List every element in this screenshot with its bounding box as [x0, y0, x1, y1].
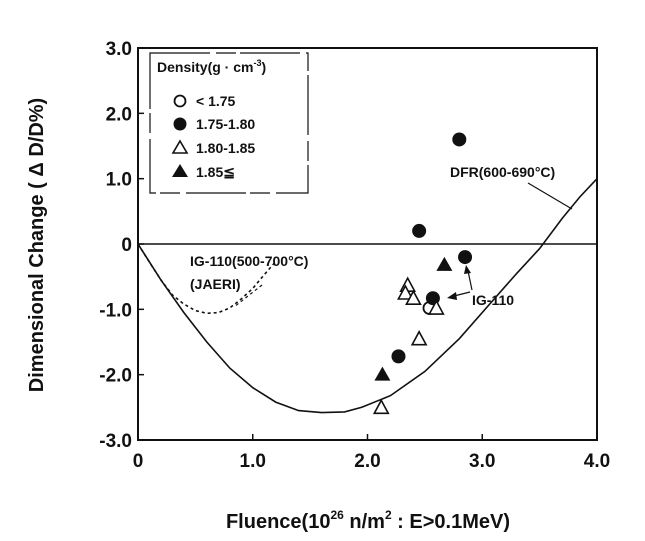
- legend-filled-circle-marker: [173, 117, 187, 131]
- x-axis-title-end: : E>0.1MeV): [392, 511, 510, 533]
- legend: Density(g · cm-3) < 1.75 1.75-1.80 1.80-…: [149, 52, 309, 194]
- ig110-point-arrowhead-1: [447, 292, 457, 300]
- legend-entry-2: 1.75-1.80: [196, 116, 255, 132]
- y-tick-label: -2.0: [99, 366, 132, 387]
- annotations: DFR(600-690°C) IG-110(500-700°C) (JAERI)…: [190, 164, 573, 308]
- x-tick-label: 3.0: [469, 451, 495, 472]
- y-tick-label: 1.0: [106, 170, 132, 191]
- open-triangle-point: [405, 289, 422, 306]
- x-tick-label: 4.0: [584, 451, 610, 472]
- legend-entry-4: 1.85≦: [196, 164, 235, 180]
- filled-circle-point: [412, 223, 427, 238]
- y-tick-label: 2.0: [106, 104, 132, 125]
- ig110-point-leader-2: [467, 270, 473, 291]
- y-axis-title: Dimensional Change ( Δ D/D%): [26, 98, 48, 392]
- filled-triangle-point: [374, 366, 391, 381]
- ig110-point-leader-1: [453, 291, 471, 297]
- x-tick-label: 2.0: [354, 451, 380, 472]
- dfr-leader-line: [527, 182, 573, 210]
- legend-open-circle-marker: [173, 94, 187, 108]
- filled-triangle-point: [436, 256, 453, 271]
- ig110-point-arrowhead-2: [464, 265, 471, 274]
- filled-circle-point: [452, 132, 467, 147]
- filled-circle-point: [391, 349, 406, 364]
- y-tick-label: -1.0: [99, 300, 132, 321]
- x-axis-title-main: Fluence(10: [226, 511, 330, 533]
- y-tick-label: 0: [121, 235, 132, 256]
- x-axis-title-sup2: 2: [385, 508, 392, 522]
- x-axis-title-sup: 26: [330, 508, 344, 522]
- open-triangle-point: [372, 398, 390, 415]
- ig110-jaeri-curve: [137, 243, 277, 315]
- dfr-curve: [137, 178, 598, 414]
- legend-title-main: Density(g · cm: [157, 59, 253, 75]
- tick-labels: 0 1.0 2.0 3.0 4.0 3.0 2.0 1.0 0 -1.0 -2.0 -3.0: [99, 39, 610, 472]
- x-axis-title: Fluence(1026 n/m2 : E>0.1MeV): [226, 508, 510, 533]
- y-tick-label: 3.0: [106, 39, 132, 60]
- x-axis-title-rest: n/m: [344, 511, 385, 533]
- ig110-curve-label-line1: IG-110(500-700°C): [190, 253, 308, 269]
- curves: [137, 178, 598, 414]
- x-tick-label: 0: [133, 451, 144, 472]
- legend-title: Density(g · cm-3): [157, 58, 266, 75]
- open-triangle-point: [428, 299, 445, 315]
- y-tick-label: -3.0: [99, 431, 132, 452]
- legend-box: [149, 52, 309, 194]
- ig110-point-label: IG-110: [472, 292, 514, 308]
- legend-title-end: ): [261, 59, 266, 75]
- legend-open-triangle-marker: [171, 139, 189, 154]
- data-points: [372, 132, 473, 415]
- filled-circle-point: [458, 250, 473, 265]
- open-triangle-point: [397, 284, 414, 300]
- open-triangle-point: [410, 330, 428, 346]
- x-tick-label: 1.0: [240, 451, 266, 472]
- ig110-curve-label-line2: (JAERI): [190, 276, 241, 292]
- dfr-curve-label: DFR(600-690°C): [450, 164, 555, 180]
- legend-filled-triangle-marker: [172, 164, 188, 177]
- legend-entry-1: < 1.75: [196, 93, 236, 109]
- legend-entry-3: 1.80-1.85: [196, 140, 255, 156]
- legend-title-sup: -3: [253, 58, 261, 68]
